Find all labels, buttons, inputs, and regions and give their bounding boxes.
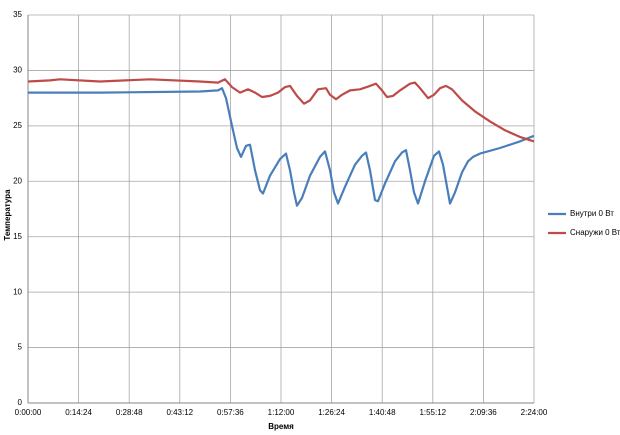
- x-tick-label: 1:55:12: [419, 408, 446, 417]
- x-tick-label: 1:26:24: [318, 408, 345, 417]
- x-tick-label: 0:28:48: [116, 408, 143, 417]
- legend-label: Внутри 0 Вт: [570, 209, 614, 218]
- x-tick-label: 2:24:00: [521, 408, 548, 417]
- legend-label: Снаружи 0 Вт: [570, 228, 620, 237]
- x-tick-label: 0:57:36: [217, 408, 244, 417]
- series-line: [28, 87, 535, 207]
- y-tick-label: 0: [18, 398, 23, 407]
- x-tick-label: 2:09:36: [470, 408, 497, 417]
- x-tick-label: 1:12:00: [268, 408, 295, 417]
- x-tick-label: 0:00:00: [15, 408, 42, 417]
- x-tick-label: 0:14:24: [65, 408, 92, 417]
- x-axis-title: Время: [268, 422, 294, 431]
- y-tick-label: 35: [13, 10, 22, 19]
- y-axis-title: Температура: [3, 189, 12, 241]
- series-line: [27, 78, 535, 143]
- y-tick-label: 25: [13, 121, 22, 130]
- x-tick-label: 1:40:48: [369, 408, 396, 417]
- y-tick-label: 5: [18, 343, 23, 352]
- y-tick-label: 15: [13, 232, 22, 241]
- y-tick-label: 30: [13, 66, 22, 75]
- y-tick-label: 20: [13, 176, 22, 185]
- y-tick-label: 10: [13, 287, 22, 296]
- x-tick-label: 0:43:12: [166, 408, 193, 417]
